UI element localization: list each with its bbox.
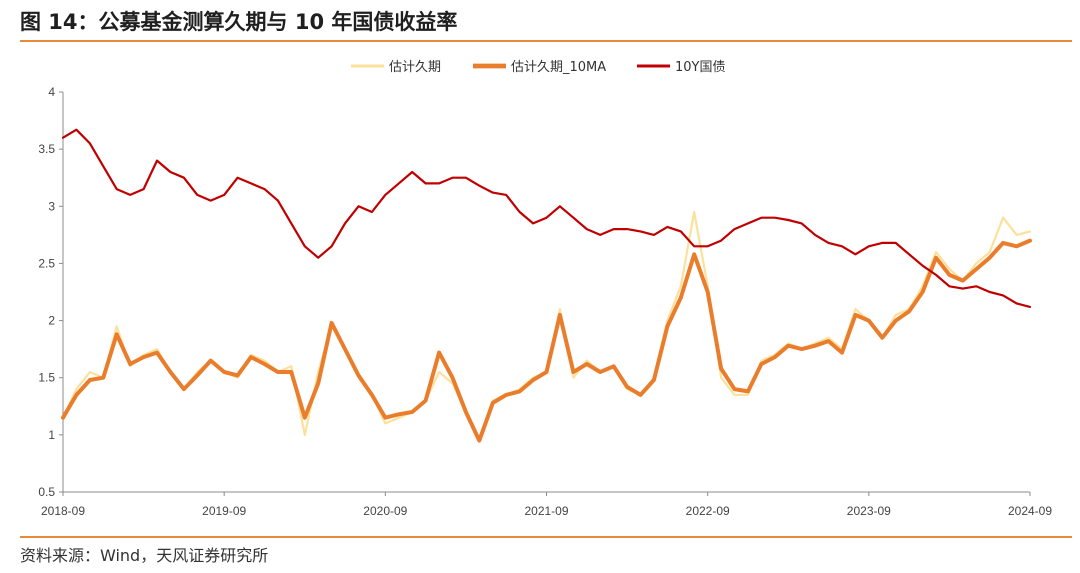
figure-title: 图 14：公募基金测算久期与 10 年国债收益率: [20, 10, 458, 34]
x-tick-label: 2024-09: [1008, 504, 1052, 518]
legend-label: 10Y国债: [675, 60, 725, 75]
legend-label: 估计久期: [389, 60, 441, 75]
x-tick-label: 2019-09: [202, 504, 246, 518]
x-tick-label: 2022-09: [686, 504, 730, 518]
series-line-1: [61, 238, 1032, 443]
y-tick-label: 4: [48, 85, 55, 99]
chart-legend: 估计久期 估计久期_10MA 10Y国债: [351, 60, 725, 75]
y-tick-label: 2.5: [38, 256, 55, 270]
series-line-2: [61, 128, 1032, 308]
y-tick-label: 0.5: [38, 485, 55, 499]
y-tick-label: 1: [48, 428, 55, 442]
chart-axes: 0.5 1 1.5 2 2.5 3 3.5 4 2018-09 2019-09 2020-09 202…: [38, 85, 1052, 518]
y-tick-label: 3: [48, 199, 55, 213]
y-tick-label: 3.5: [38, 142, 55, 156]
chart-series: [61, 128, 1032, 443]
chart-canvas: 估计久期 估计久期_10MA 10Y国债 0.5 1 1.5 2 2.5 3 3.5 4 2018-…: [38, 60, 1052, 518]
x-tick-label: 2018-09: [41, 504, 85, 518]
x-tick-label: 2021-09: [524, 504, 568, 518]
series-line-0: [61, 210, 1032, 442]
y-tick-label: 2: [48, 314, 55, 328]
y-tick-label: 1.5: [38, 371, 55, 385]
legend-label: 估计久期_10MA: [511, 60, 606, 75]
source-note: 资料来源：Wind，天风证券研究所: [20, 546, 269, 565]
source-rule: [20, 536, 1072, 538]
title-rule: [20, 40, 1072, 42]
x-tick-label: 2023-09: [847, 504, 891, 518]
x-tick-label: 2020-09: [363, 504, 407, 518]
